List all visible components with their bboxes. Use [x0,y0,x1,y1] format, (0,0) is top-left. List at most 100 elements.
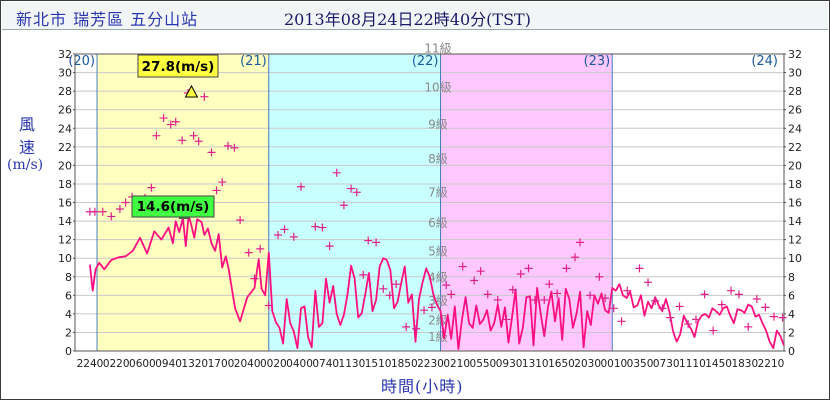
gust-marker [778,313,787,322]
x-tick-label-1: 0220 [103,358,130,370]
y-tick-left-26: 26 [58,104,72,117]
gust-marker [470,276,479,285]
gust-marker [709,326,718,335]
x-tick-label-0: 2240 [77,358,104,370]
x-tick-label-16: 0930 [496,358,523,370]
y-tick-left-32: 32 [58,48,72,61]
y-tick-right-16: 16 [788,197,802,210]
gust-marker [420,306,429,315]
gust-marker [644,278,653,287]
beaufort-label-9: 10級 [424,80,451,94]
x-tick-label-8: 0400 [286,358,313,370]
day-label-2: (22) [412,54,439,69]
x-tick-label-6: 2040 [234,358,261,370]
x-tick-label-5: 1700 [208,358,235,370]
day-label-1: (21) [240,54,267,69]
gust-marker [623,286,632,295]
y-tick-left-18: 18 [58,178,72,191]
y-tick-right-2: 2 [788,326,795,339]
gust-marker [332,168,341,177]
gust-marker [658,304,667,313]
y-tick-right-28: 28 [788,85,802,98]
gust-marker [212,186,221,195]
gust-marker [392,280,401,289]
gust-marker [744,322,753,331]
gust-marker [734,290,743,299]
gust-marker [675,302,684,311]
gust-marker [359,270,368,279]
y-tick-right-10: 10 [788,252,802,265]
gust-marker [115,204,124,213]
gust-marker [236,216,245,225]
gust-marker [107,212,116,221]
gust-marker [171,117,180,126]
gust-marker [458,262,467,271]
gust-marker [318,223,327,232]
x-tick-label-21: 0350 [627,358,654,370]
gust-marker [223,141,232,150]
gust-marker [159,114,168,123]
x-tick-label-3: 0940 [155,358,182,370]
gust-marker [402,322,411,331]
gust-marker [385,291,394,300]
x-tick-label-19: 2030 [574,358,601,370]
max-wind-label-box [131,195,215,218]
gust-marker [691,315,700,324]
gust-marker [553,289,562,298]
x-tick-label-11: 1510 [365,358,392,370]
max-wind-label: 14.6(m/s) [137,199,210,215]
x-tick-label-18: 1650 [548,358,575,370]
day-label-4: (24) [751,54,778,69]
gust-marker [207,148,216,157]
gust-marker [524,264,533,273]
x-tick-label-2: 0600 [129,358,156,370]
gust-marker [152,131,161,140]
x-tick-label-22: 0730 [653,358,680,370]
y-tick-right-6: 6 [788,289,795,302]
gust-marker [364,236,373,245]
gust-marker [352,188,361,197]
gust-marker [289,232,298,241]
gust-marker [769,312,778,321]
gust-marker [684,320,693,329]
gust-marker [717,300,726,309]
beaufort-label-4: 5級 [428,245,448,259]
y-tick-left-4: 4 [65,308,72,321]
x-tick-label-7: 0020 [260,358,287,370]
x-tick-label-13: 2230 [417,358,444,370]
gust-marker [147,183,156,192]
gust-marker [264,301,273,310]
gust-marker [296,182,305,191]
beaufort-label-6: 7級 [428,185,448,199]
gust-marker [617,317,626,326]
gust-marker [244,248,253,257]
x-tick-label-24: 1450 [705,358,732,370]
y-tick-right-30: 30 [788,67,802,80]
gust-marker [427,303,436,312]
y-tick-left-30: 30 [58,67,72,80]
gust-marker [194,137,203,146]
y-tick-left-12: 12 [58,234,72,247]
gust-marker [98,207,107,216]
gust-marker [412,324,421,333]
gust-marker [545,280,554,289]
y-tick-left-20: 20 [58,159,72,172]
gust-marker [540,295,549,304]
gust-marker [189,131,198,140]
gust-marker [752,295,761,304]
gust-marker [250,274,259,283]
gust-marker [121,198,130,207]
y-tick-right-12: 12 [788,234,802,247]
y-tick-left-24: 24 [58,122,72,135]
y-tick-left-10: 10 [58,252,72,265]
gust-marker [347,184,356,193]
x-tick-label-26: 2210 [758,358,785,370]
y-tick-right-26: 26 [788,104,802,117]
gust-marker [609,304,618,313]
gust-marker [595,272,604,281]
y-axis-label-unit: (m/s) [7,157,44,173]
gust-marker [601,294,610,303]
y-axis-label-line2: 速 [19,138,36,157]
y-tick-right-0: 0 [788,345,795,358]
